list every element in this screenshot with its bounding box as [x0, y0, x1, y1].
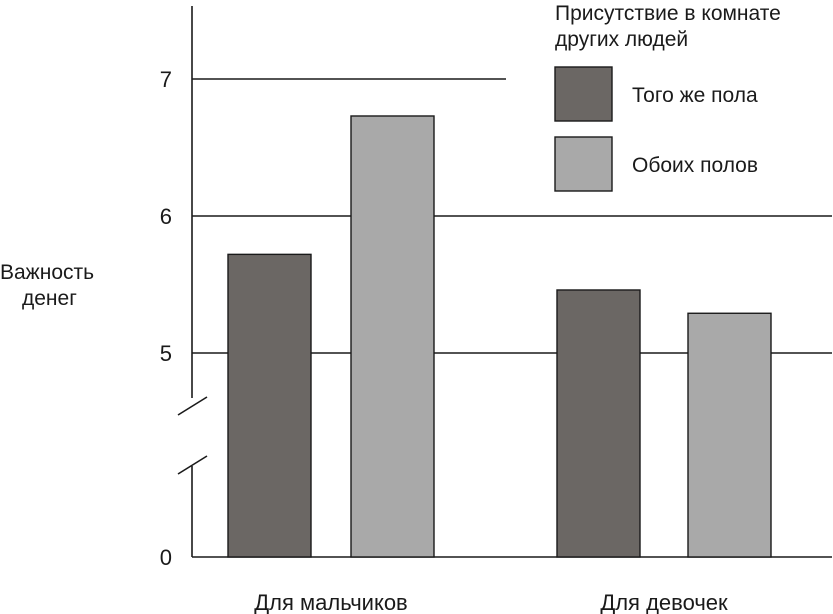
y-tick-label: 5 [160, 341, 172, 366]
y-tick-label: 6 [160, 204, 172, 229]
bar-both-sexes-girls [687, 312, 772, 558]
bar-same-sex-girls [556, 289, 641, 558]
legend-title-line-2: других людей [555, 28, 688, 51]
x-category-label: Для девочек [600, 590, 728, 614]
axis-break-mark-upper [177, 396, 208, 416]
y-axis [177, 6, 208, 557]
legend-entry-label: Обоих полов [632, 154, 758, 177]
axis-break-mark-lower [177, 455, 208, 475]
bar-both-sexes-boys [350, 115, 435, 558]
legend-title-line-1: Присутствие в комнате [555, 2, 781, 25]
bar-same-sex-boys [227, 253, 312, 558]
legend-swatch-same-sex [554, 66, 613, 122]
y-axis-label: Важность денег [0, 261, 94, 310]
y-tick-label: 0 [160, 545, 172, 570]
bars [227, 115, 772, 558]
y-tick-labels: 0 5 6 7 [160, 67, 172, 570]
y-tick-label: 7 [160, 67, 172, 92]
legend: Присутствие в комнате других людей Того … [554, 2, 781, 192]
legend-swatch-both-sexes [554, 136, 613, 192]
x-category-labels: Для мальчиков Для девочек [254, 590, 728, 614]
x-category-label: Для мальчиков [254, 590, 408, 614]
y-axis-label-line-2: денег [22, 287, 77, 310]
legend-entry-label: Того же пола [632, 84, 758, 107]
y-axis-label-line-1: Важность [0, 261, 94, 284]
